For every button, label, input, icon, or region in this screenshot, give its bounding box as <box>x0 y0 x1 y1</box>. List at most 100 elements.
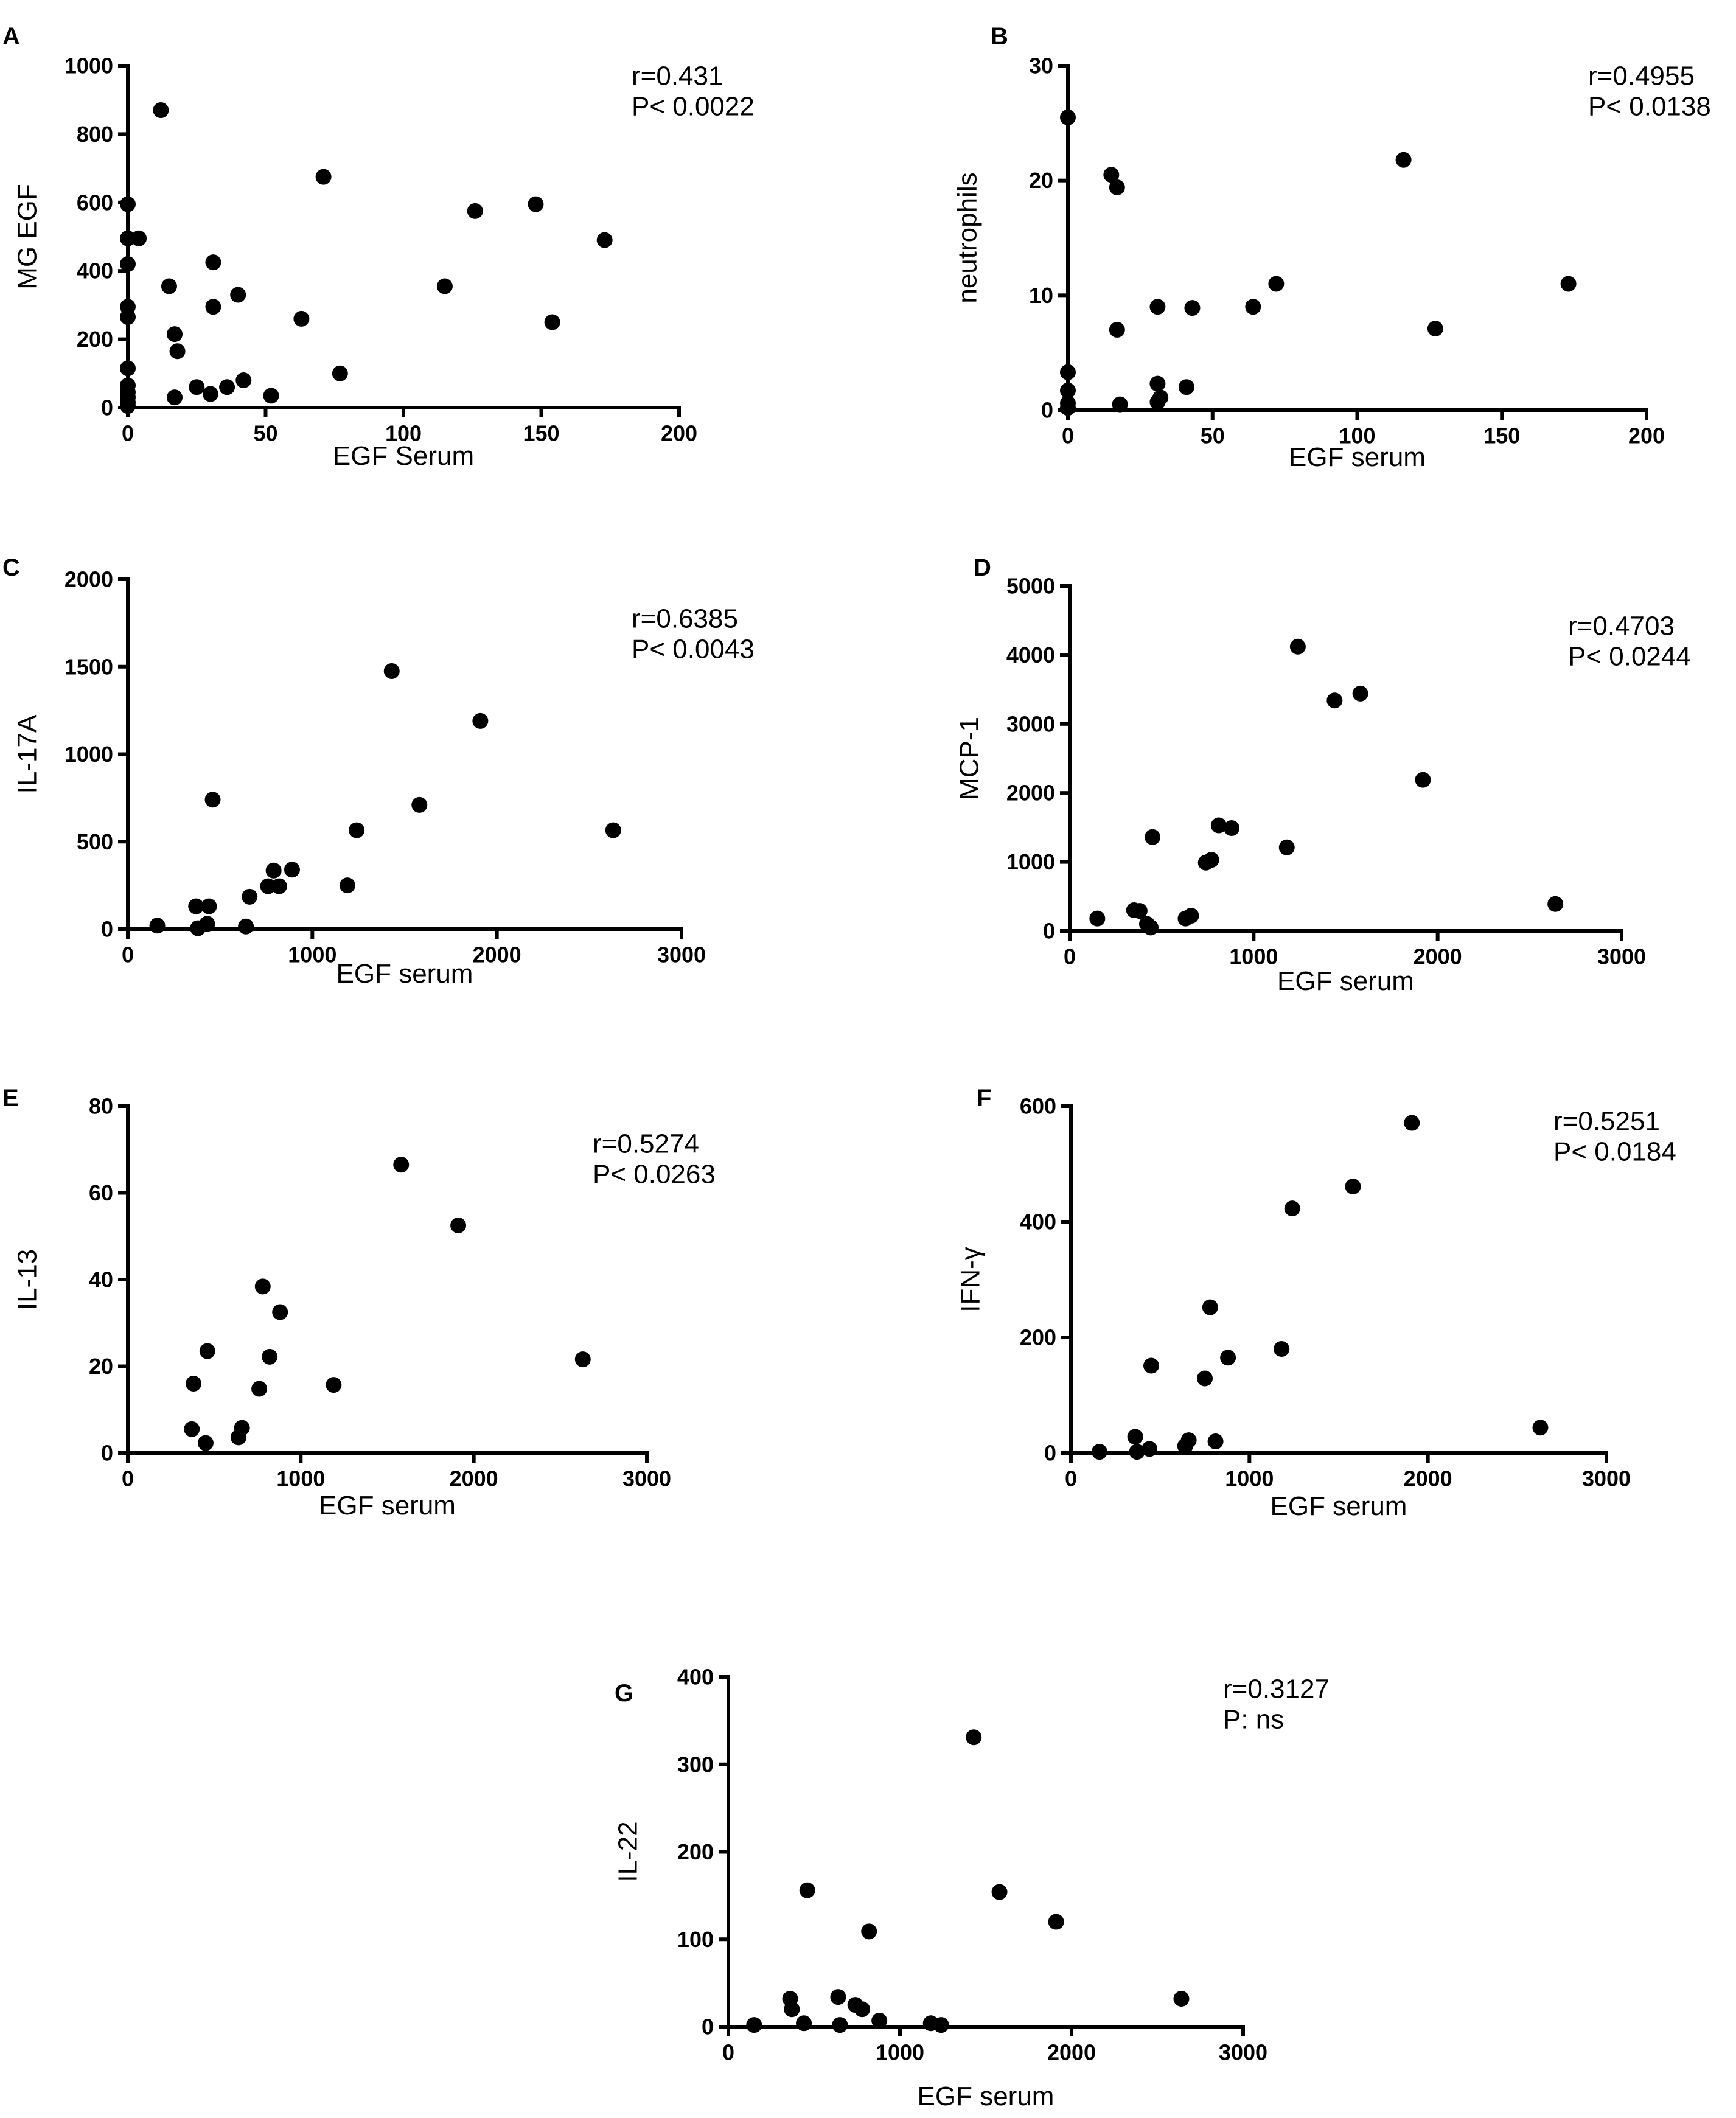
panel-c-point <box>199 916 215 932</box>
panel-a-point <box>205 254 221 271</box>
panel-a-point <box>167 389 183 406</box>
panel-d-point <box>1183 908 1199 924</box>
panel-f: F 0 200 400 600 0 1000 2000 3000 EGF serum IFN-γ r=… <box>956 1085 1676 1521</box>
panel-a-point <box>120 196 136 212</box>
panel-b-point <box>1149 299 1166 315</box>
panel-a-point <box>167 326 183 343</box>
panel-b-point <box>1109 179 1125 195</box>
panel-a-point <box>120 309 136 326</box>
panel-e-point <box>199 1343 215 1359</box>
panel-b-x-tick-label: 200 <box>1628 423 1665 448</box>
panel-b: B 0 10 20 30 0 50 100 150 200 EGF serum neutrophils… <box>953 23 1711 472</box>
panel-b-point <box>1060 382 1076 399</box>
panel-c-x-tick-label: 0 <box>122 942 134 967</box>
panel-a-x-axis-title: EGF Serum <box>333 441 474 471</box>
panel-e-y-axis-title: IL-13 <box>13 1249 43 1310</box>
panel-a-point <box>120 360 136 377</box>
panel-b-x-axis-title: EGF serum <box>1289 442 1426 472</box>
panel-f-y-tick-label: 600 <box>1020 1094 1056 1119</box>
panel-c-y-tick-label: 1500 <box>64 654 113 679</box>
panel-e-point <box>326 1377 342 1393</box>
panel-d-point <box>1415 772 1431 788</box>
panel-f-y-axis-title: IFN-γ <box>956 1247 986 1312</box>
panel-g-point <box>799 1882 815 1898</box>
panel-a-p-value: P< 0.0022 <box>632 92 755 122</box>
panel-b-point <box>1149 375 1166 392</box>
panel-c-point <box>605 822 621 838</box>
panel-f-point <box>1142 1441 1158 1457</box>
panel-c-y-axis-title: IL-17A <box>13 714 43 793</box>
panel-f-r-value: r=0.5251 <box>1553 1107 1660 1137</box>
panel-g-point <box>1173 1991 1190 2007</box>
panel-d-x-axis-title: EGF serum <box>1277 966 1414 996</box>
panel-a-x-tick-label: 200 <box>661 420 697 445</box>
panel-d-point <box>1547 896 1564 912</box>
panel-f-point <box>1284 1200 1300 1217</box>
panel-f-point <box>1143 1357 1159 1374</box>
panel-c-y-tick-label: 2000 <box>64 567 113 592</box>
panel-a-point <box>131 230 147 246</box>
panel-a-point <box>205 299 221 315</box>
panel-a-letter: A <box>2 23 20 50</box>
panel-e-point <box>393 1157 410 1173</box>
panel-c-p-value: P< 0.0043 <box>632 635 755 664</box>
panel-f-point <box>1404 1115 1420 1131</box>
panel-b-point <box>1152 389 1169 406</box>
panel-e-letter: E <box>2 1085 19 1112</box>
panel-d-p-value: P< 0.0244 <box>1568 642 1691 672</box>
panel-d-letter: D <box>974 554 991 581</box>
panel-c-y-tick-label: 500 <box>77 829 113 854</box>
panel-f-point <box>1220 1350 1236 1366</box>
panel-b-x-tick-label: 0 <box>1062 423 1074 448</box>
panel-d-point <box>1203 852 1219 868</box>
panel-g-y-tick-label: 400 <box>677 1665 714 1690</box>
panel-a-x-tick-label: 0 <box>122 420 134 445</box>
panel-a-x-tick-label: 50 <box>253 420 277 445</box>
panel-e-y-tick-label: 0 <box>101 1441 113 1466</box>
panel-g-x-tick-label: 3000 <box>1219 2040 1267 2064</box>
panel-d-point <box>1278 839 1295 855</box>
panel-a-point <box>332 365 348 381</box>
panel-d-point <box>1289 638 1306 655</box>
panel-e-r-value: r=0.5274 <box>593 1129 699 1159</box>
panel-g-x-tick-label: 1000 <box>876 2040 924 2064</box>
panel-e-x-tick-label: 1000 <box>276 1466 325 1491</box>
panel-d-x-tick-label: 0 <box>1064 944 1076 969</box>
panel-b-y-axis-title: neutrophils <box>953 172 983 303</box>
panel-c-y-tick-label: 1000 <box>64 742 113 767</box>
panel-f-point <box>1532 1420 1549 1436</box>
panel-b-y-tick-label: 20 <box>1029 168 1053 193</box>
panel-f-point <box>1180 1432 1197 1449</box>
panel-d-point <box>1210 817 1227 834</box>
panel-f-point <box>1091 1444 1107 1460</box>
panel-c-y-tick-label: 0 <box>101 917 113 942</box>
panel-b-point <box>1268 276 1285 292</box>
panel-c-point <box>383 663 400 679</box>
panel-g-point <box>991 1884 1008 1900</box>
panel-a-point <box>528 196 544 212</box>
panel-a-y-tick-label: 200 <box>77 327 113 352</box>
panel-g-y-axis-title: IL-22 <box>613 1821 643 1882</box>
panel-b-x-tick-label: 150 <box>1483 423 1520 448</box>
panel-a-point <box>189 379 205 395</box>
panel-a-point <box>467 203 483 219</box>
panel-g-point <box>784 2001 800 2018</box>
panel-f-x-axis-title: EGF serum <box>1271 1491 1407 1521</box>
panel-g-point <box>830 1989 846 2005</box>
panel-a-y-axis-title: MG EGF <box>13 184 43 290</box>
panel-a-point <box>202 386 218 402</box>
panel-a-point <box>230 287 246 303</box>
panel-g-point <box>746 2017 762 2033</box>
panel-f-point <box>1202 1299 1218 1315</box>
panel-c: C 0 500 1000 1500 2000 0 1000 2000 3000 EGF serum I… <box>2 554 755 989</box>
panel-d-point <box>1143 919 1159 936</box>
panel-d-y-tick-label: 0 <box>1043 919 1055 944</box>
panel-f-p-value: P< 0.0184 <box>1553 1137 1676 1167</box>
panel-g-point <box>832 2017 848 2033</box>
panel-a-y-tick-label: 1000 <box>64 54 113 78</box>
panel-b-point <box>1178 379 1194 395</box>
panel-b-x-tick-label: 100 <box>1339 423 1375 448</box>
panel-b-point <box>1560 276 1577 292</box>
panel-f-point <box>1345 1179 1361 1195</box>
panel-a-point <box>596 232 613 248</box>
